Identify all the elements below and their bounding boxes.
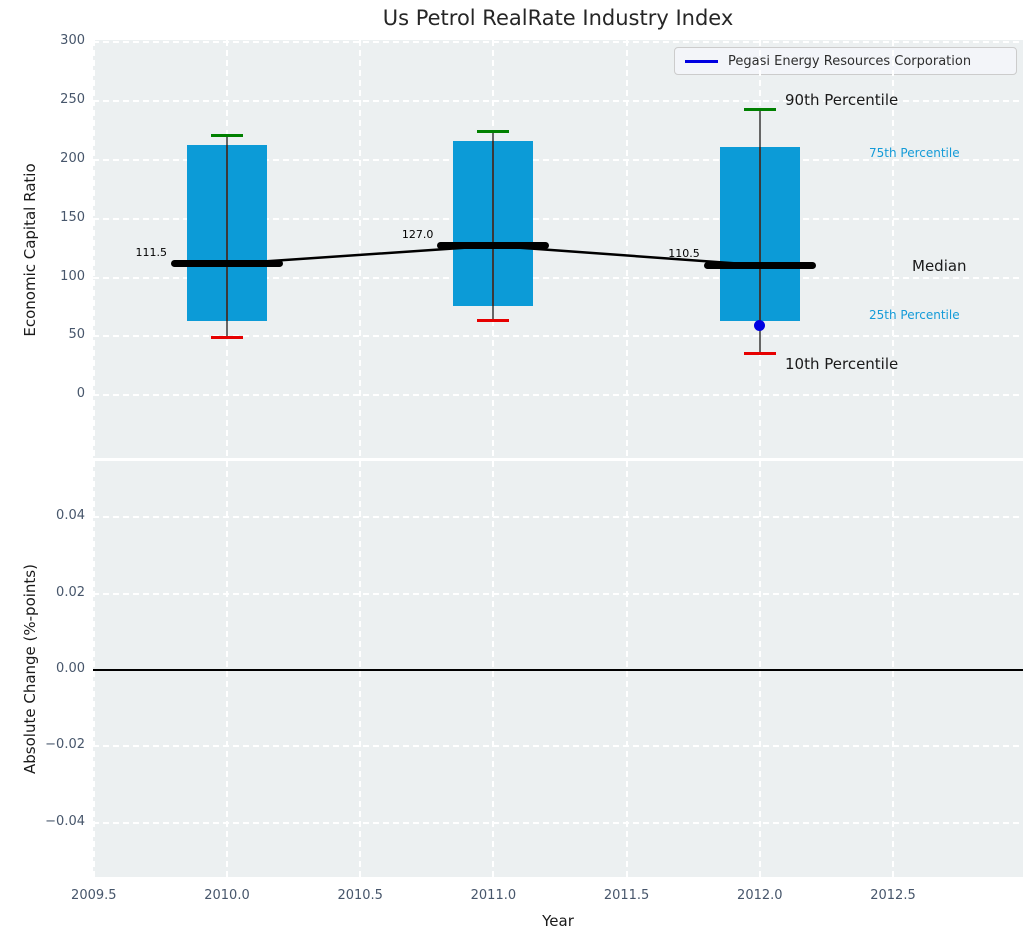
bottom-y-tick-label: 0.00 <box>25 661 85 676</box>
x-tick-label: 2009.5 <box>52 888 136 903</box>
whisker-line-inner <box>226 145 228 321</box>
bottom-horizontal-gridline <box>93 745 1023 747</box>
whisker-line-inner <box>492 141 494 306</box>
legend-label: Pegasi Energy Resources Corporation <box>728 54 971 69</box>
top-y-tick-label: 200 <box>25 151 85 166</box>
median-segment <box>704 262 816 269</box>
legend-line-sample <box>685 60 718 63</box>
x-tick-label: 2010.5 <box>318 888 402 903</box>
x-tick-label: 2012.5 <box>851 888 935 903</box>
chart-title: Us Petrol RealRate Industry Index <box>93 6 1023 30</box>
median-value-label: 110.5 <box>614 247 700 260</box>
annotation-median: Median <box>912 257 967 275</box>
x-tick-label: 2011.0 <box>451 888 535 903</box>
top-y-tick-label: 50 <box>25 327 85 342</box>
bottom-y-tick-label: −0.02 <box>25 737 85 752</box>
top-y-tick-label: 0 <box>25 386 85 401</box>
bottom-y-tick-label: 0.02 <box>25 585 85 600</box>
zero-reference-line <box>93 669 1023 671</box>
top-y-tick-label: 150 <box>25 210 85 225</box>
top-y-tick-label: 100 <box>25 269 85 284</box>
legend: Pegasi Energy Resources Corporation <box>674 47 1017 75</box>
annotation-90th-percentile: 90th Percentile <box>785 91 898 109</box>
p90-cap <box>477 130 509 133</box>
p10-cap <box>477 319 509 322</box>
chart-figure: Us Petrol RealRate Industry Index Econom… <box>0 0 1034 942</box>
x-tick-label: 2011.5 <box>585 888 669 903</box>
top-vertical-gridline <box>359 40 361 458</box>
x-tick-label: 2012.0 <box>718 888 802 903</box>
bottom-y-tick-label: −0.04 <box>25 814 85 829</box>
median-value-label: 111.5 <box>81 246 167 259</box>
median-segment <box>437 242 549 249</box>
bottom-horizontal-gridline <box>93 593 1023 595</box>
whisker-line-inner <box>759 147 761 321</box>
top-horizontal-gridline <box>93 394 1023 396</box>
p10-cap <box>744 352 776 355</box>
top-y-tick-label: 300 <box>25 33 85 48</box>
median-segment <box>171 260 283 267</box>
bottom-horizontal-gridline <box>93 516 1023 518</box>
top-y-axis-label: Economic Capital Ratio <box>21 163 39 336</box>
x-axis-label: Year <box>93 912 1023 930</box>
bottom-y-tick-label: 0.04 <box>25 508 85 523</box>
p90-cap <box>744 108 776 111</box>
x-tick-label: 2010.0 <box>185 888 269 903</box>
top-y-tick-label: 250 <box>25 92 85 107</box>
bottom-horizontal-gridline <box>93 822 1023 824</box>
p10-cap <box>211 336 243 339</box>
median-value-label: 127.0 <box>347 228 433 241</box>
annotation-25th-percentile: 25th Percentile <box>869 308 960 322</box>
top-horizontal-gridline <box>93 41 1023 43</box>
p90-cap <box>211 134 243 137</box>
annotation-75th-percentile: 75th Percentile <box>869 146 960 160</box>
annotation-10th-percentile: 10th Percentile <box>785 355 898 373</box>
